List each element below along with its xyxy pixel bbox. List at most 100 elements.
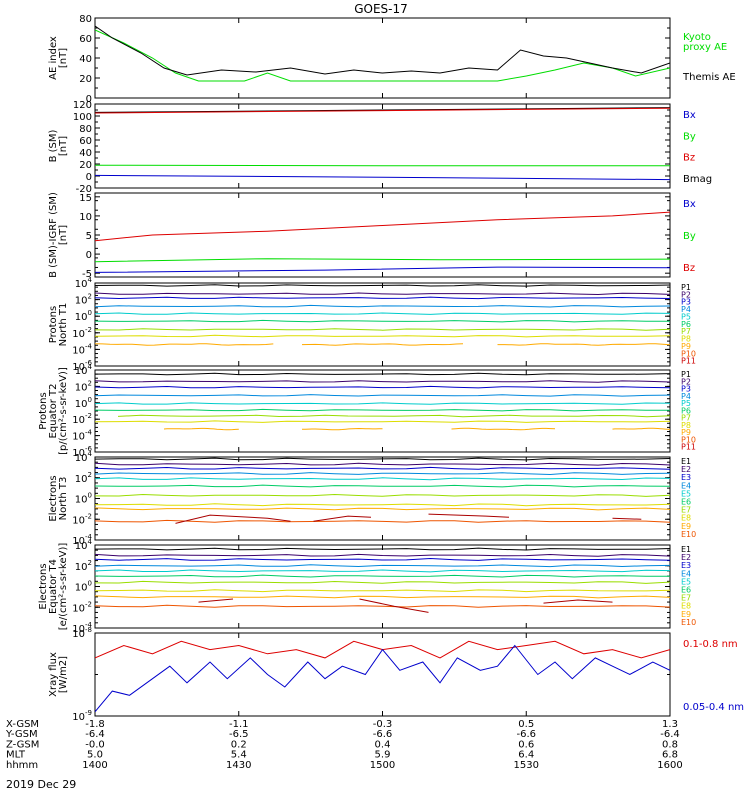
legend-item: P8 <box>681 421 691 430</box>
series-e1 <box>95 457 670 461</box>
legend-item: P2 <box>681 290 691 299</box>
y-axis-label: Equator T4 <box>48 559 59 614</box>
legend-item: Bz <box>683 263 695 274</box>
panel-protons_t2: 10-6 10-4 10-2 100 102 104 Protons Equator T2 [p… <box>38 363 696 459</box>
footer-value: -6.6 <box>373 729 393 740</box>
y-tick-label: 10-8 <box>72 626 92 640</box>
y-axis-label: B (SM)-IGRF (SM) <box>48 192 59 278</box>
series-e10-segment <box>428 513 510 518</box>
y-tick-label: 10-4 <box>72 621 92 635</box>
panel-frame <box>94 17 671 99</box>
series-e2 <box>95 462 670 466</box>
legend-item: E1 <box>681 545 691 554</box>
series-bz <box>95 107 670 114</box>
series-0-05-0-4-nm <box>95 644 670 713</box>
legend-item: P9 <box>681 342 691 351</box>
series-p4 <box>95 394 670 397</box>
y-tick-label: 100 <box>75 492 92 506</box>
y-tick-label: 0 <box>86 250 92 261</box>
footer-row-label: Z-GSM <box>6 739 39 750</box>
y-axis-label: AE index <box>48 36 59 80</box>
legend-item: E5 <box>681 489 691 498</box>
y-axis-label: [nT] <box>58 136 69 156</box>
panel-frame <box>94 544 671 629</box>
series-e10-segment <box>313 515 372 522</box>
footer-value: 1530 <box>514 760 539 771</box>
legend-item: E3 <box>681 561 691 570</box>
y-axis-label: North T3 <box>58 477 69 521</box>
legend-item: By <box>683 231 696 242</box>
y-tick-label: 10-4 <box>72 342 92 356</box>
y-tick-label: 10-2 <box>72 326 92 340</box>
y-tick-label: 10-4 <box>72 533 92 547</box>
y-axis-label: North T1 <box>58 303 69 347</box>
legend-item: P7 <box>681 414 691 423</box>
footer-value: -6.6 <box>516 729 536 740</box>
series-group <box>95 107 670 181</box>
series-e10 <box>95 604 670 608</box>
series-p9 <box>95 343 274 346</box>
series-e5 <box>95 477 670 481</box>
legend-item: P6 <box>681 320 691 329</box>
footer-value: 0.8 <box>662 739 678 750</box>
legend-item: P3 <box>681 385 691 394</box>
legend-item: P6 <box>681 406 691 415</box>
series-p1 <box>95 284 670 287</box>
y-tick-label: 104 <box>75 363 93 377</box>
series-e4 <box>95 564 670 568</box>
series-e5 <box>95 569 670 573</box>
series-by <box>95 258 670 263</box>
series-p9 <box>301 343 464 346</box>
y-axis-label: [e/(cm²-s-sr-keV)] <box>58 543 69 631</box>
footer-value: 0.4 <box>375 739 391 750</box>
series-p8 <box>95 420 670 423</box>
y-tick-label: 100 <box>75 580 92 594</box>
series-kyoto-proxy-ae <box>95 29 670 82</box>
y-axis-label: B (SM) <box>48 129 59 162</box>
series-e10-segment <box>612 517 642 520</box>
legend-item: E6 <box>681 498 691 507</box>
y-tick-label: 60 <box>79 136 92 147</box>
legend-item: E3 <box>681 473 691 482</box>
y-tick-label: 120 <box>73 100 92 111</box>
y-tick-label: 20 <box>79 160 92 171</box>
y-tick-label: 10-9 <box>72 709 92 723</box>
series-e10 <box>95 519 670 523</box>
legend-item: Bz <box>683 153 695 164</box>
plot-title: GOES-17 <box>354 2 408 16</box>
series-p7 <box>117 414 670 418</box>
y-axis-label: Protons <box>48 306 59 343</box>
footer-value: 6.4 <box>518 750 534 761</box>
series-p6 <box>95 408 670 412</box>
series-e7 <box>95 580 670 584</box>
series-e1 <box>95 547 670 551</box>
legend-item: E2 <box>681 553 691 562</box>
y-tick-label: 80 <box>79 124 92 135</box>
y-tick-label: 100 <box>73 112 92 123</box>
panel-frame <box>94 192 671 278</box>
legend-item: P8 <box>681 335 691 344</box>
series-e4 <box>95 472 670 476</box>
legend-item: E2 <box>681 465 691 474</box>
legend-item: E10 <box>681 530 696 539</box>
footer-value: 0.6 <box>518 739 534 750</box>
series-bz <box>95 211 670 242</box>
footer-value: -6.4 <box>660 729 680 740</box>
series-e3 <box>95 466 670 470</box>
panel-frame <box>94 103 671 189</box>
y-tick-label: 104 <box>75 450 93 464</box>
series-p9 <box>163 427 239 431</box>
legend-item: E4 <box>681 481 691 490</box>
date-label: 2019 Dec 29 <box>6 778 76 791</box>
y-tick-label: 102 <box>75 379 92 393</box>
legend-item: P4 <box>681 392 691 401</box>
series-bx <box>95 266 670 273</box>
y-tick-label: 104 <box>75 538 93 552</box>
panel-frame <box>94 456 671 541</box>
y-tick-label: -5 <box>82 269 92 280</box>
series-e6 <box>95 484 670 488</box>
legend-item: E10 <box>681 618 696 627</box>
y-tick-label: 100 <box>75 309 92 323</box>
legend-item: E8 <box>681 602 691 611</box>
